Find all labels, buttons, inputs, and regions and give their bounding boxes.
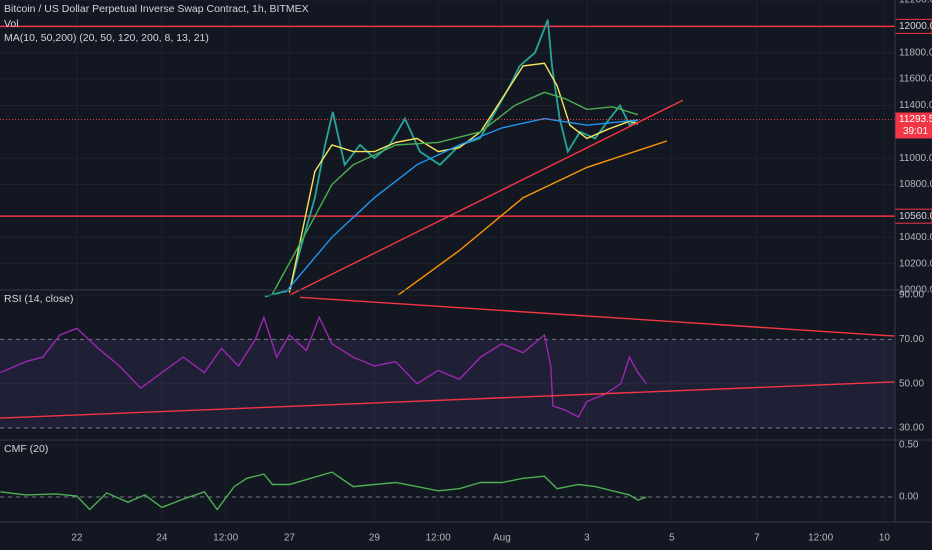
x-tick-label: Aug [493, 533, 511, 544]
level-label: 12000.0 [899, 21, 932, 32]
x-tick-label: 12:00 [426, 533, 451, 544]
last-price-label: 11293.5 [899, 114, 932, 125]
rsi-band [0, 339, 895, 429]
series-line [0, 471, 647, 511]
series-line [289, 99, 684, 296]
x-tick-label: 5 [669, 533, 675, 544]
x-tick-label: 10 [879, 533, 891, 544]
series-line [271, 91, 639, 295]
panel-title: CMF (20) [4, 443, 48, 455]
y-tick-label: 11400.0 [899, 100, 932, 111]
y-tick-label: 0.00 [899, 492, 919, 503]
last-price-box [895, 112, 932, 139]
series-line [299, 296, 896, 337]
x-tick-label: 29 [369, 533, 381, 544]
x-tick-label: 7 [754, 533, 760, 544]
x-tick-label: 3 [584, 533, 590, 544]
panel-title: RSI (14, close) [4, 293, 73, 305]
countdown: 39:01 [903, 126, 928, 137]
x-tick-label: 27 [284, 533, 296, 544]
series-line [0, 315, 647, 418]
y-tick-label: 90.00 [899, 290, 924, 301]
level-label: 10560.0 [899, 211, 932, 222]
y-tick-label: 10400.0 [899, 232, 932, 243]
y-tick-label: 70.00 [899, 334, 924, 345]
series-line [284, 117, 638, 294]
y-tick-label: 30.00 [899, 423, 924, 434]
y-tick-label: 11000.0 [899, 153, 932, 164]
panel-title: Bitcoin / US Dollar Perpetual Inverse Sw… [4, 3, 309, 15]
y-tick-label: 11800.0 [899, 47, 932, 58]
panel-subtitle: Vol [4, 18, 19, 30]
series-line [264, 19, 639, 298]
y-tick-label: 12200.0 [899, 0, 932, 6]
series-line [397, 140, 668, 296]
x-tick-label: 12:00 [213, 533, 238, 544]
panel-annotation: MA(10, 50,200) (20, 50, 120, 200, 8, 13,… [4, 32, 209, 44]
y-tick-label: 0.50 [899, 440, 919, 451]
y-tick-label: 50.00 [899, 378, 924, 389]
x-tick-label: 22 [71, 533, 83, 544]
x-tick-label: 24 [156, 533, 168, 544]
y-tick-label: 10800.0 [899, 179, 932, 190]
series-line [0, 381, 896, 419]
x-tick-label: 12:00 [808, 533, 833, 544]
y-tick-label: 10200.0 [899, 258, 932, 269]
y-tick-label: 11600.0 [899, 74, 932, 85]
